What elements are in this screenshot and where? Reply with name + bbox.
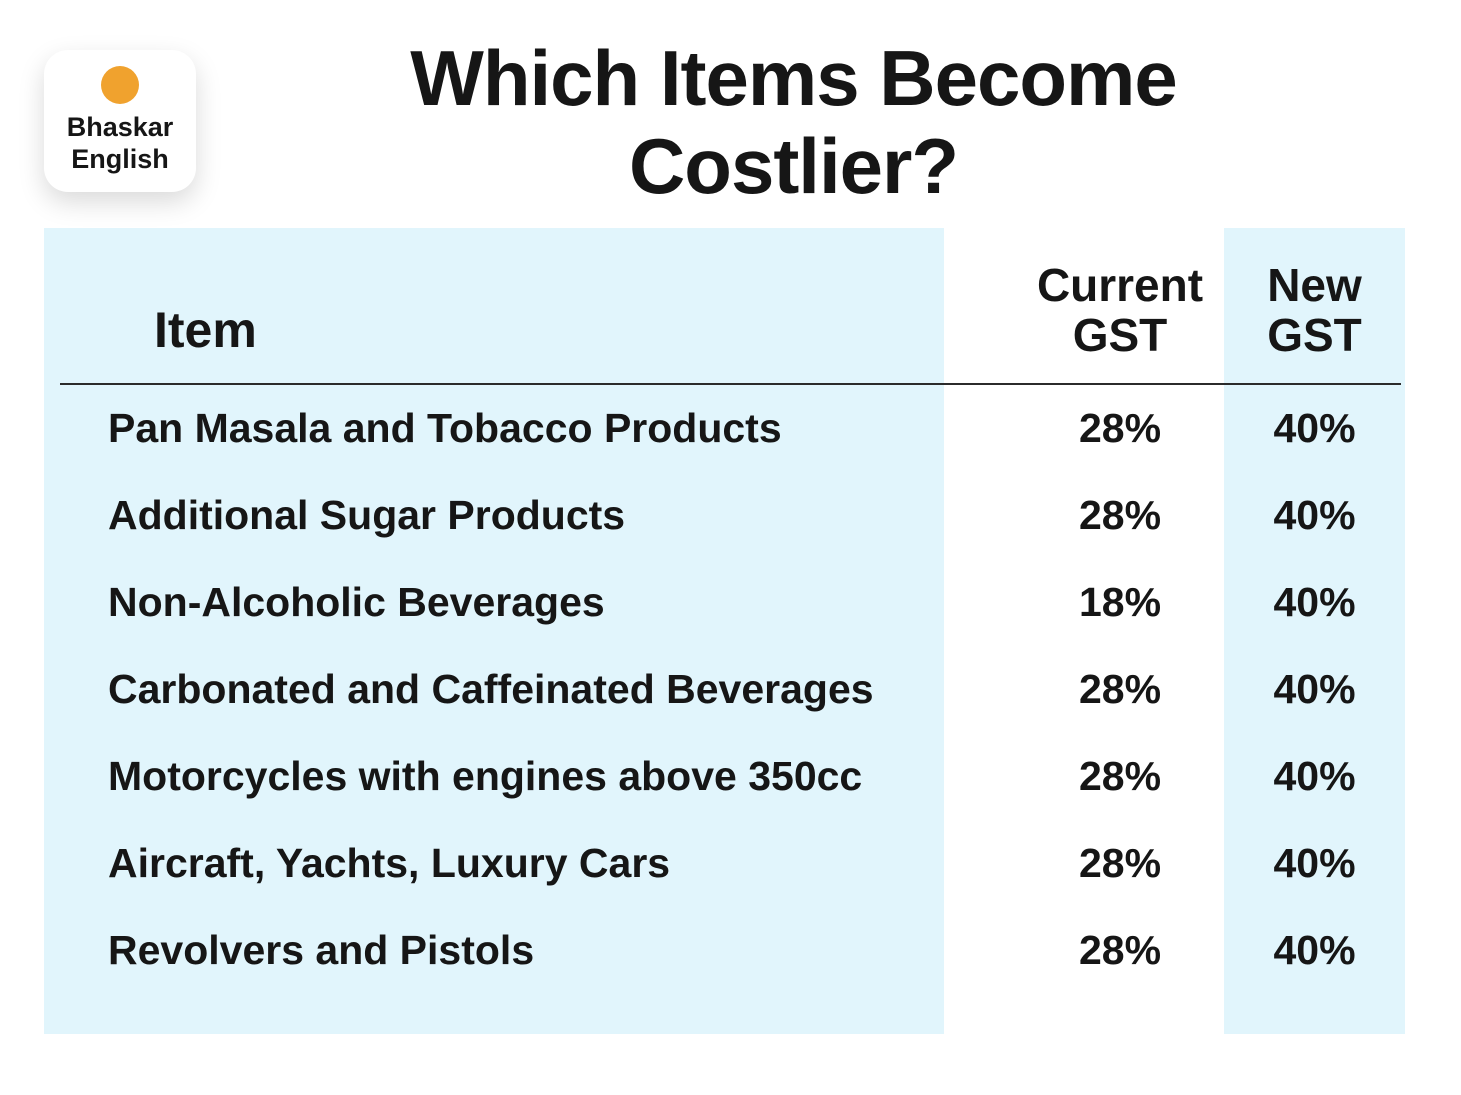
table-row: Pan Masala and Tobacco Products 28% 40% [44, 385, 1405, 472]
current-gst-cell: 28% [1078, 927, 1162, 973]
new-gst-cell: 40% [1273, 927, 1356, 973]
new-gst-cell: 40% [1273, 753, 1356, 799]
table-row: Motorcycles with engines above 350cc 28%… [44, 733, 1405, 820]
new-gst-cell: 40% [1273, 492, 1356, 538]
orange-dot-icon [101, 66, 139, 105]
gst-table: Item Current GST New GST Pan Masala and … [44, 228, 1405, 1034]
column-header-current-gst: Current GST [1036, 258, 1204, 362]
table-row: Revolvers and Pistols 28% 40% [44, 907, 1405, 994]
current-gst-cell: 18% [1078, 579, 1162, 625]
new-gst-cell: 40% [1273, 579, 1356, 625]
item-cell: Non-Alcoholic Beverages [108, 579, 605, 625]
current-gst-cell: 28% [1078, 405, 1162, 451]
new-gst-cell: 40% [1273, 666, 1356, 712]
table-row: Carbonated and Caffeinated Beverages 28%… [44, 646, 1405, 733]
brand-name-line1: Bhaskar [66, 112, 174, 143]
item-cell: Aircraft, Yachts, Luxury Cars [108, 840, 671, 886]
table-row: Non-Alcoholic Beverages 18% 40% [44, 559, 1405, 646]
new-gst-column-panel [1224, 228, 1405, 1034]
column-header-item: Item [154, 302, 257, 358]
current-gst-cell: 28% [1078, 753, 1162, 799]
brand-logo: Bhaskar English [44, 50, 196, 192]
item-cell: Revolvers and Pistols [108, 927, 535, 973]
column-header-new-gst: New GST [1267, 258, 1362, 362]
item-cell: Carbonated and Caffeinated Beverages [108, 666, 874, 712]
item-column-panel [44, 228, 944, 1034]
new-gst-cell: 40% [1273, 405, 1356, 451]
brand-name-line2: English [71, 144, 169, 174]
table-row: Aircraft, Yachts, Luxury Cars 28% 40% [44, 820, 1405, 907]
table-row: Additional Sugar Products 28% 40% [44, 472, 1405, 559]
table-header-row: Item Current GST New GST [44, 228, 1405, 383]
item-cell: Pan Masala and Tobacco Products [108, 405, 782, 451]
item-cell: Motorcycles with engines above 350cc [108, 753, 863, 799]
new-gst-cell: 40% [1273, 840, 1356, 886]
item-cell: Additional Sugar Products [108, 492, 626, 538]
current-gst-cell: 28% [1078, 840, 1162, 886]
current-gst-cell: 28% [1078, 492, 1162, 538]
current-gst-cell: 28% [1078, 666, 1162, 712]
header-divider [60, 383, 1401, 385]
page-title: Which Items Become Costlier? [410, 34, 1178, 211]
